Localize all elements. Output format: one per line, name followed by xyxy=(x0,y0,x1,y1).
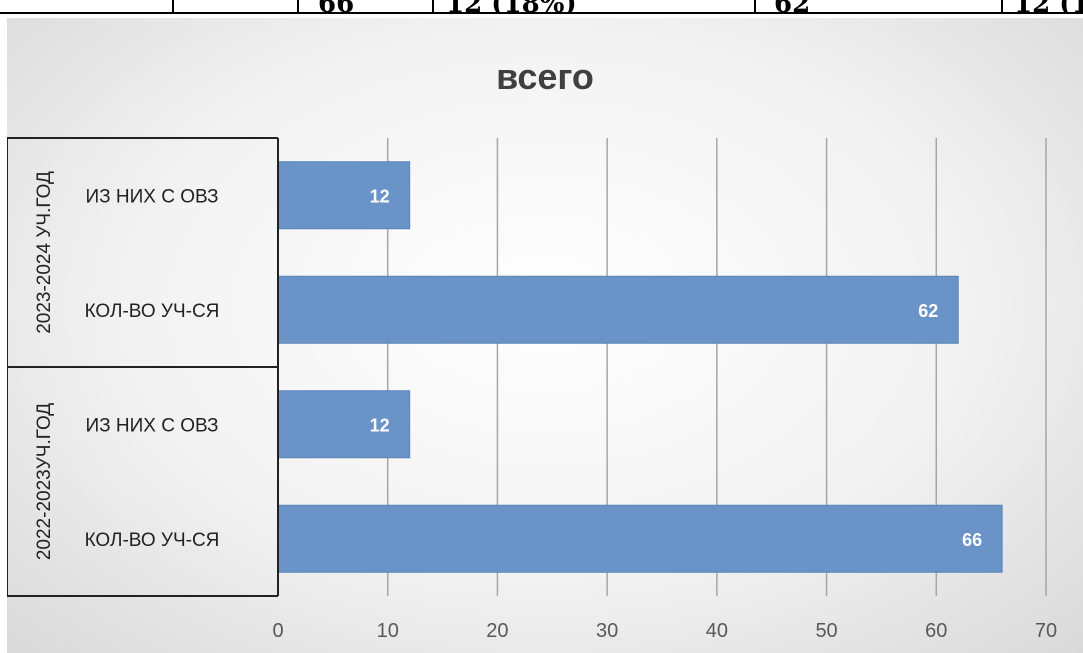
x-tick-label: 40 xyxy=(706,620,728,642)
top-table-strip: 66 12 (18%) 62 12 (1 xyxy=(0,0,1083,14)
table-divider xyxy=(754,0,756,12)
data-label: 62 xyxy=(918,301,938,321)
x-tick-label: 50 xyxy=(815,620,837,642)
chart-area: всего 0 10 20 30 40 50 60 70 2023-2024 УЧ.ГОД ИЗ … xyxy=(7,18,1083,653)
category-label: КОЛ-ВО УЧ-СЯ xyxy=(85,530,220,551)
table-cell: 66 xyxy=(318,0,354,12)
x-tick-label: 0 xyxy=(272,620,283,642)
table-divider xyxy=(432,0,434,12)
group-label: 2022-2023УЧ.ГОД xyxy=(34,403,55,560)
table-divider xyxy=(1001,0,1003,12)
group-label: 2023-2024 УЧ.ГОД xyxy=(34,171,55,334)
bar xyxy=(277,161,411,230)
category-label: ИЗ НИХ С ОВЗ xyxy=(85,186,218,207)
x-tick-label: 30 xyxy=(596,620,618,642)
bar-chart: 0 10 20 30 40 50 60 70 2023-2024 УЧ.ГОД ИЗ НИХ С … xyxy=(7,137,1057,642)
x-tick-label: 60 xyxy=(925,620,947,642)
table-cell: 12 (1 xyxy=(1014,0,1083,12)
bar xyxy=(277,390,411,459)
bar xyxy=(277,275,959,344)
bar xyxy=(277,504,1003,573)
data-label: 12 xyxy=(370,415,390,435)
category-label: ИЗ НИХ С ОВЗ xyxy=(85,415,218,436)
table-divider xyxy=(297,0,299,12)
category-label: КОЛ-ВО УЧ-СЯ xyxy=(85,301,220,322)
chart-title: всего xyxy=(496,56,594,97)
x-tick-label: 70 xyxy=(1035,620,1057,642)
table-cell: 62 xyxy=(774,0,810,12)
data-label: 66 xyxy=(962,530,982,550)
data-label: 12 xyxy=(370,186,390,206)
x-tick-label: 20 xyxy=(486,620,508,642)
table-cell: 12 (18%) xyxy=(446,0,577,12)
table-divider xyxy=(172,0,174,12)
x-tick-label: 10 xyxy=(377,620,399,642)
